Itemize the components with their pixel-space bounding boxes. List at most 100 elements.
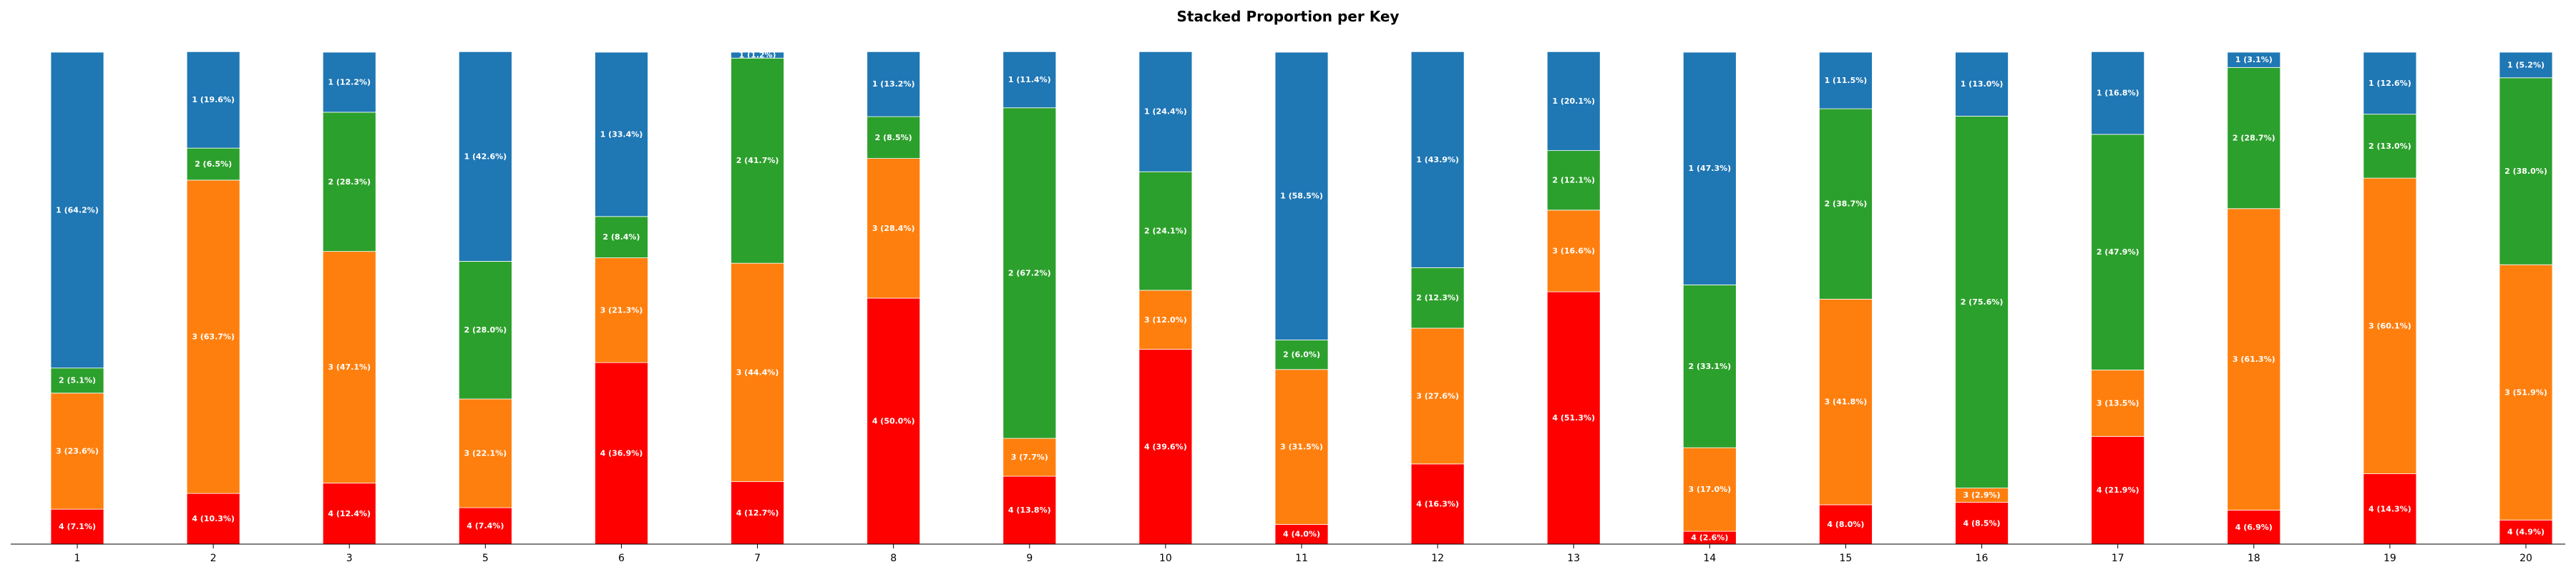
segment-label-key-7-series-3: 3 (44.4%) — [736, 368, 779, 377]
bar-segment-key-6-series-4 — [595, 362, 648, 545]
bar-segment-key-14-series-1 — [1682, 51, 1737, 285]
x-tick-label-16: 16 — [1976, 553, 1989, 564]
segment-label-key-11-series-4: 4 (4.0%) — [1283, 530, 1320, 539]
segment-label-key-2-series-1: 1 (19.6%) — [192, 95, 235, 104]
segment-label-key-14-series-3: 3 (17.0%) — [1688, 485, 1731, 494]
segment-label-key-6-series-2: 2 (8.4%) — [602, 232, 640, 242]
segment-label-key-12-series-3: 3 (27.6%) — [1416, 391, 1459, 400]
bar-segment-key-8-series-4 — [867, 297, 921, 545]
segment-label-key-10-series-4: 4 (39.6%) — [1144, 442, 1187, 451]
bar-segment-key-6-series-1 — [595, 51, 648, 217]
segment-label-key-1-series-4: 4 (7.1%) — [59, 522, 96, 531]
bar-segment-key-13-series-1 — [1546, 51, 1601, 151]
x-tick-label-13: 13 — [1567, 553, 1580, 564]
bar-segment-key-2-series-3 — [186, 179, 240, 494]
bar-segment-key-12-series-3 — [1410, 327, 1465, 465]
segment-label-key-10-series-3: 3 (12.0%) — [1144, 315, 1187, 325]
segment-label-key-11-series-3: 3 (31.5%) — [1280, 443, 1323, 452]
bar-segment-key-5-series-4 — [458, 507, 512, 545]
bar-segment-key-1-series-1 — [50, 51, 104, 369]
bar-segment-key-20-series-3 — [2499, 264, 2553, 521]
bar-segment-key-11-series-4 — [1274, 524, 1329, 545]
bar-segment-key-15-series-3 — [1819, 298, 1873, 506]
segment-label-key-6-series-1: 1 (33.4%) — [600, 129, 643, 139]
bar-segment-key-13-series-3 — [1546, 209, 1601, 292]
segment-label-key-17-series-2: 2 (47.9%) — [2097, 247, 2140, 257]
bar-segment-key-12-series-2 — [1410, 267, 1465, 329]
bar-segment-key-15-series-2 — [1819, 108, 1873, 300]
x-tick-label-8: 8 — [890, 553, 897, 564]
bar-segment-key-17-series-2 — [2091, 134, 2145, 370]
segment-label-key-5-series-2: 2 (28.0%) — [464, 325, 507, 335]
segment-label-key-13-series-2: 2 (12.1%) — [1552, 176, 1595, 185]
segment-label-key-7-series-4: 4 (12.7%) — [736, 508, 779, 518]
bar-segment-key-2-series-4 — [186, 493, 240, 545]
x-tick-label-9: 9 — [1026, 553, 1033, 564]
segment-label-key-19-series-1: 1 (12.6%) — [2368, 79, 2411, 88]
segment-label-key-3-series-4: 4 (12.4%) — [328, 509, 371, 518]
segment-label-key-20-series-4: 4 (4.9%) — [2507, 528, 2545, 537]
bar-segment-key-17-series-3 — [2091, 370, 2145, 437]
segment-label-key-18-series-1: 1 (3.1%) — [2235, 55, 2273, 64]
bar-segment-key-17-series-1 — [2091, 51, 2145, 135]
segment-label-key-17-series-4: 4 (21.9%) — [2097, 485, 2140, 495]
x-tick-label-3: 3 — [346, 553, 353, 564]
bar-segment-key-9-series-1 — [1002, 51, 1057, 109]
segment-label-key-1-series-1: 1 (64.2%) — [56, 205, 99, 214]
bar-segment-key-14-series-2 — [1682, 285, 1737, 448]
x-tick-label-7: 7 — [754, 553, 761, 564]
bar-segment-key-9-series-4 — [1002, 475, 1057, 545]
bar-segment-key-19-series-2 — [2363, 114, 2417, 179]
segment-label-key-10-series-2: 2 (24.1%) — [1144, 227, 1187, 236]
x-tick-label-19: 19 — [2384, 553, 2396, 564]
x-tick-label-20: 20 — [2519, 553, 2532, 564]
x-tick-label-2: 2 — [210, 553, 217, 564]
segment-label-key-18-series-3: 3 (61.3%) — [2233, 355, 2275, 364]
segment-label-key-9-series-4: 4 (13.8%) — [1008, 506, 1051, 515]
segment-label-key-18-series-4: 4 (6.9%) — [2235, 523, 2273, 532]
segment-label-key-14-series-2: 2 (33.1%) — [1688, 362, 1731, 371]
bar-segment-key-16-series-4 — [1955, 502, 2009, 545]
x-tick-label-18: 18 — [2248, 553, 2260, 564]
segment-label-key-17-series-1: 1 (16.8%) — [2097, 89, 2140, 98]
bar-segment-key-1-series-3 — [50, 393, 104, 510]
segment-label-key-15-series-2: 2 (38.7%) — [1825, 199, 1868, 209]
bar-segment-key-14-series-3 — [1682, 447, 1737, 532]
x-tick-label-12: 12 — [1431, 553, 1444, 564]
segment-label-key-16-series-1: 1 (13.0%) — [1961, 79, 2004, 89]
bar-segment-key-6-series-2 — [595, 216, 648, 258]
segment-label-key-11-series-2: 2 (6.0%) — [1283, 350, 1320, 360]
bar-segment-key-18-series-4 — [2227, 510, 2281, 545]
bar-segment-key-18-series-3 — [2227, 208, 2281, 511]
bar-segment-key-9-series-2 — [1002, 107, 1057, 439]
bar-segment-key-15-series-4 — [1819, 504, 1873, 545]
segment-label-key-7-series-1: 1 (1.2%) — [739, 51, 776, 60]
segment-label-key-3-series-2: 2 (28.3%) — [328, 177, 371, 187]
bar-segment-key-20-series-1 — [2499, 51, 2553, 79]
x-tick-label-17: 17 — [2112, 553, 2124, 564]
bar-segment-key-7-series-4 — [731, 481, 784, 545]
segment-label-key-6-series-3: 3 (21.3%) — [600, 305, 643, 315]
segment-label-key-3-series-3: 3 (47.1%) — [328, 363, 371, 372]
segment-label-key-9-series-3: 3 (7.7%) — [1011, 453, 1048, 462]
segment-label-key-17-series-3: 3 (13.5%) — [2097, 398, 2140, 408]
bar-segment-key-16-series-2 — [1955, 116, 2009, 488]
bar-segment-key-16-series-1 — [1955, 51, 2009, 117]
segment-label-key-16-series-2: 2 (75.6%) — [1961, 297, 2004, 307]
segment-label-key-16-series-4: 4 (8.5%) — [1963, 518, 2001, 528]
segment-label-key-13-series-3: 3 (16.6%) — [1552, 246, 1595, 255]
segment-label-key-3-series-1: 1 (12.2%) — [328, 77, 371, 87]
x-tick-label-11: 11 — [1295, 553, 1308, 564]
segment-label-key-6-series-4: 4 (36.9%) — [600, 449, 643, 458]
bar-segment-key-18-series-2 — [2227, 66, 2281, 209]
segment-label-key-9-series-2: 2 (67.2%) — [1008, 268, 1051, 277]
x-tick-label-14: 14 — [1703, 553, 1716, 564]
segment-label-key-13-series-1: 1 (20.1%) — [1552, 97, 1595, 106]
bar-segment-key-11-series-1 — [1274, 51, 1329, 340]
bars-group: 4 (7.1%) 3 (23.6%) 2 (5.1%) 1 (64.2%) 4 (10.… — [50, 51, 2553, 545]
segment-label-key-14-series-1: 1 (47.3%) — [1688, 164, 1731, 173]
bar-segment-key-19-series-1 — [2363, 51, 2417, 115]
segment-label-key-12-series-2: 2 (12.3%) — [1416, 293, 1459, 302]
segment-label-key-20-series-1: 1 (5.2%) — [2507, 60, 2545, 69]
